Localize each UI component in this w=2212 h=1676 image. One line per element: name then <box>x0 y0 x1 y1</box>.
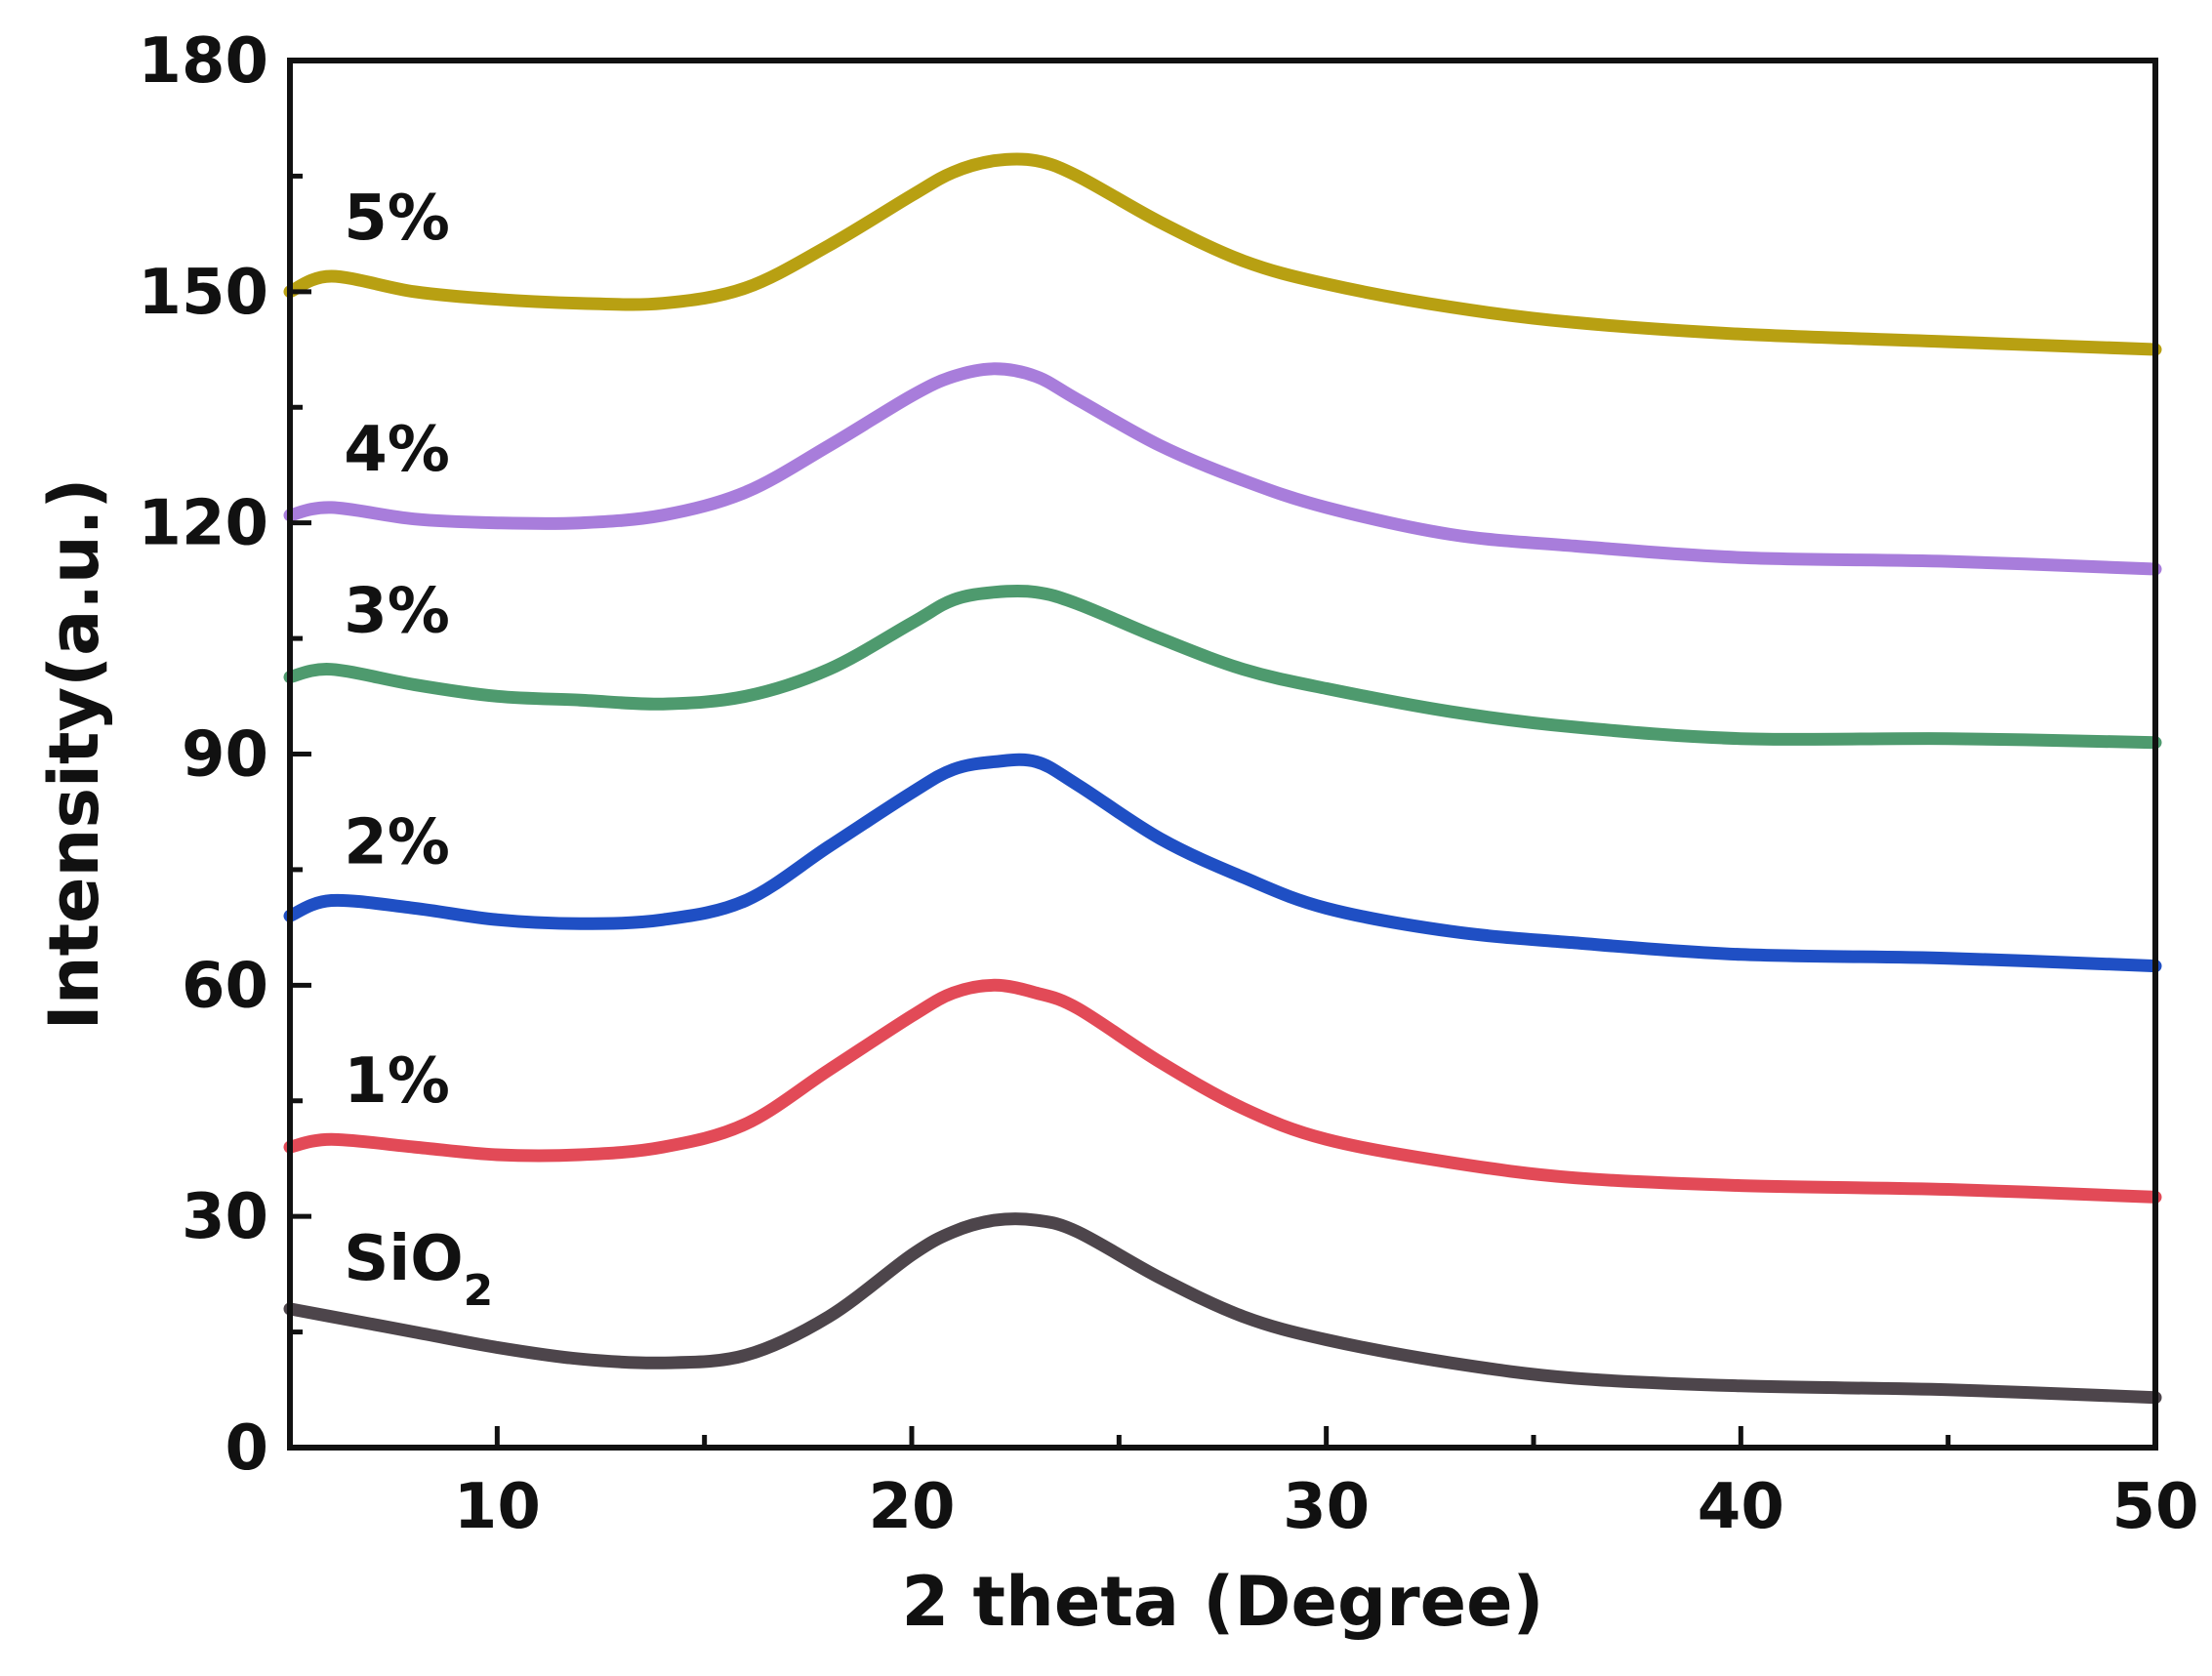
x-tick-label: 40 <box>1698 1471 1784 1543</box>
y-tick-label: 150 <box>138 257 268 329</box>
series-line-5 <box>283 152 2162 356</box>
series-line-0 <box>283 1212 2162 1405</box>
y-tick-label: 90 <box>182 719 268 792</box>
series-label-0: SiO2 <box>344 1223 493 1316</box>
x-tick-label: 50 <box>2111 1471 2198 1543</box>
labels-layer: SiO2 1% 2% 3% 4% 5% <box>344 183 493 1315</box>
x-tick-label: 20 <box>868 1471 955 1543</box>
x-axis-title: 2 theta (Degree) <box>901 1562 1543 1642</box>
x-tick-label: 10 <box>454 1471 541 1543</box>
y-tick-label: 30 <box>182 1181 268 1253</box>
series-line-4 <box>283 362 2162 576</box>
series-line-3 <box>283 584 2162 750</box>
plot-frame <box>287 58 2158 1451</box>
series-line-1 <box>283 978 2162 1204</box>
y-tick-label: 0 <box>225 1412 268 1485</box>
y-tick-label: 60 <box>182 950 268 1022</box>
series-label-2: 2% <box>344 806 450 879</box>
series-layer <box>283 152 2162 1405</box>
y-axis-title: Intensity(a.u.) <box>34 478 114 1031</box>
series-line-2 <box>283 753 2162 973</box>
series-label-5: 5% <box>344 183 450 255</box>
series-label-1: 1% <box>344 1045 450 1118</box>
ticks-layer: 10 20 30 40 50 0 30 60 90 120 150 180 <box>138 25 2198 1543</box>
series-label-3: 3% <box>344 576 450 648</box>
x-tick-label: 30 <box>1283 1471 1370 1543</box>
y-tick-label: 120 <box>138 488 268 560</box>
series-label-4: 4% <box>344 414 450 486</box>
y-tick-label: 180 <box>138 25 268 98</box>
